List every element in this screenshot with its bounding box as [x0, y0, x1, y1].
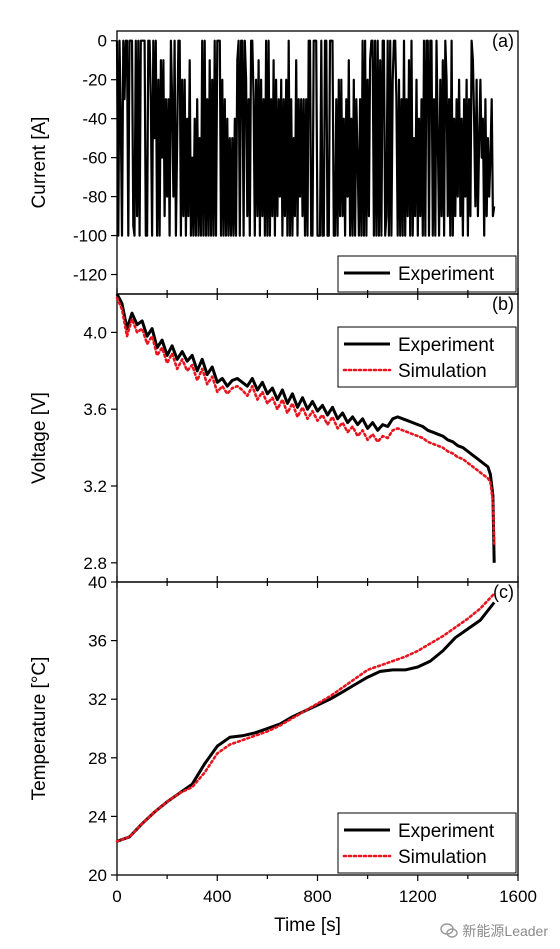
y-tick-label: 0 — [98, 32, 107, 51]
y-tick-label: 3.2 — [83, 477, 107, 496]
panel-b: 4.0 3.6 3.2 2.8 Voltage [V] (b) Experiment Simu… — [29, 288, 519, 588]
panel-a: 0 -20 -40 -60 -80 -100 -120 Current [A] (a) Exper… — [29, 30, 519, 300]
panel-c: 40 36 32 28 24 20 0 400 800 1200 1600 Time [s] Tempe… — [29, 573, 537, 936]
y-tick-label: -100 — [73, 227, 107, 246]
y-tick-label: 40 — [88, 573, 107, 592]
y-tick-label: 2.8 — [83, 554, 107, 573]
legend-label-simulation: Simulation — [398, 361, 487, 382]
y-tick-label: -20 — [82, 71, 107, 90]
x-axis-label: Time [s] — [274, 915, 341, 936]
y-axis-label: Current [A] — [29, 117, 50, 209]
panel-label: (a) — [492, 31, 514, 51]
legend-label-simulation: Simulation — [398, 847, 487, 868]
legend-label-experiment: Experiment — [398, 264, 495, 285]
x-tick-label: 1600 — [499, 887, 537, 906]
x-tick-label: 400 — [203, 887, 231, 906]
series-experiment — [115, 293, 496, 563]
y-tick-label: 4.0 — [83, 323, 107, 342]
y-tick-label: -60 — [82, 149, 107, 168]
y-tick-label: -80 — [82, 188, 107, 207]
y-tick-label: 32 — [88, 690, 107, 709]
watermark-text: 新能源Leader — [462, 923, 548, 939]
y-tick-label: 20 — [88, 866, 107, 885]
panel-label: (b) — [492, 294, 514, 314]
y-tick-label: -120 — [73, 266, 107, 285]
legend-box — [337, 812, 517, 874]
wechat-icon — [440, 922, 459, 940]
y-tick-label: 24 — [88, 807, 107, 826]
x-tick-label: 1200 — [399, 887, 437, 906]
y-tick-label: 3.6 — [83, 400, 107, 419]
series-simulation — [115, 592, 496, 843]
y-tick-label: 28 — [88, 749, 107, 768]
y-axis-label: Voltage [V] — [29, 392, 50, 484]
legend: Experiment Simulation — [337, 812, 517, 874]
y-tick-label: 36 — [88, 632, 107, 651]
watermark: 新能源Leader — [440, 921, 548, 941]
series-simulation — [115, 296, 496, 545]
legend-box — [337, 326, 517, 388]
legend-label-experiment: Experiment — [398, 335, 495, 356]
x-tick-label: 800 — [303, 887, 331, 906]
series-experiment — [115, 39, 496, 237]
legend-label-experiment: Experiment — [398, 821, 495, 842]
x-tick-label: 0 — [112, 887, 121, 906]
y-axis-label: Temperature [°C] — [29, 657, 50, 801]
legend: Experiment — [337, 255, 517, 293]
legend: Experiment Simulation — [337, 326, 517, 388]
y-tick-label: -40 — [82, 110, 107, 129]
panel-label: (c) — [493, 582, 514, 602]
